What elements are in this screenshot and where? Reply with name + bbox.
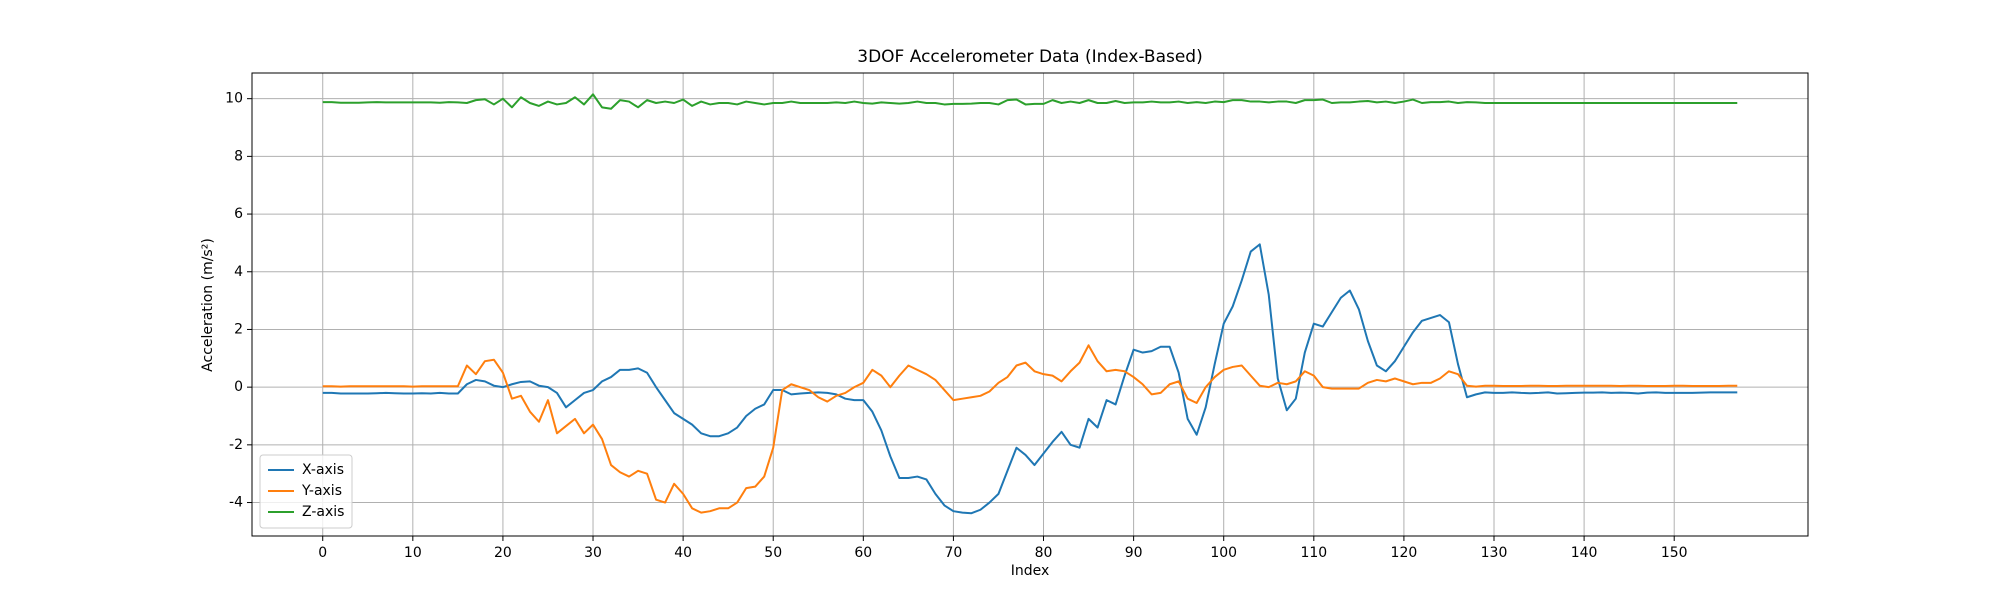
series-line (322, 344, 1738, 514)
legend-label: Y-axis (301, 483, 342, 499)
y-tick-label: 10 (225, 91, 243, 107)
x-tick-label: 110 (1300, 545, 1327, 561)
x-tick-label: 120 (1391, 545, 1418, 561)
x-tick-label: 60 (854, 545, 872, 561)
series-line (322, 243, 1738, 515)
x-tick-label: 70 (945, 545, 963, 561)
x-tick-label: 150 (1661, 545, 1688, 561)
x-tick-label: 0 (318, 545, 327, 561)
x-tick-label: 130 (1481, 545, 1508, 561)
y-tick-label: 8 (234, 148, 243, 164)
x-tick-label: 90 (1125, 545, 1143, 561)
legend-box (259, 454, 353, 529)
y-tick-label: -4 (229, 495, 243, 511)
y-tick-label: 2 (234, 321, 243, 337)
x-axis-label: Index (1011, 563, 1050, 579)
plot-frame (251, 72, 1809, 537)
x-tick-label: 40 (674, 545, 692, 561)
x-tick-label: 100 (1210, 545, 1237, 561)
x-tick-label: 10 (404, 545, 422, 561)
chart-title: 3DOF Accelerometer Data (Index-Based) (857, 47, 1202, 67)
series-line (322, 93, 1738, 110)
y-tick-label: -2 (229, 437, 243, 453)
x-tick-label: 140 (1571, 545, 1598, 561)
x-tick-label: 50 (764, 545, 782, 561)
x-tick-label: 80 (1035, 545, 1053, 561)
x-tick-label: 20 (494, 545, 512, 561)
legend-label: X-axis (302, 462, 344, 478)
legend-label: Z-axis (302, 504, 344, 520)
y-tick-label: 0 (234, 379, 243, 395)
y-axis-label: Acceleration (m/s²) (200, 238, 216, 372)
x-tick-label: 30 (584, 545, 602, 561)
y-tick-label: 4 (234, 264, 243, 280)
y-tick-label: 6 (234, 206, 243, 222)
